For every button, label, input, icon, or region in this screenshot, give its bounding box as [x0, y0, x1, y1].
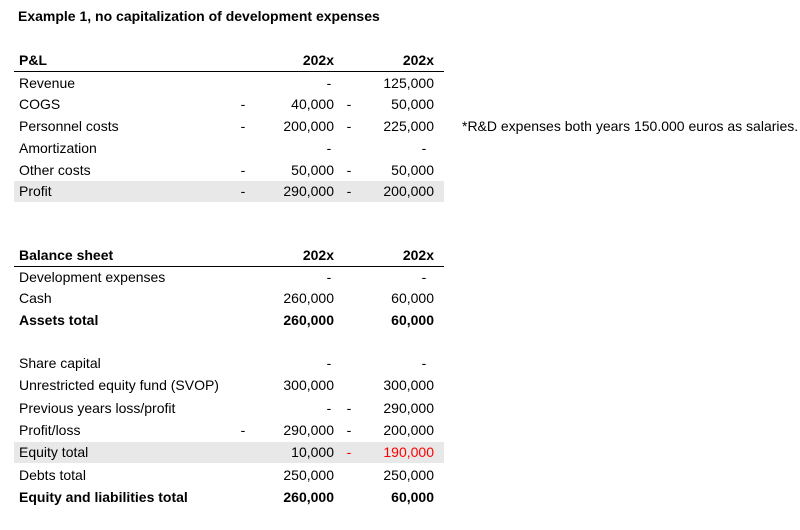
row-label: Amortization [19, 140, 97, 156]
row-value-col1: 260,000 [283, 290, 334, 306]
row-label: Previous years loss/profit [19, 400, 176, 416]
balance-row-previous-years: Previous years loss/profit - - 290,000 [14, 398, 444, 419]
balance-row-debts-total: Debts total 250,000 250,000 [14, 465, 444, 486]
row-value-col2: 200,000 [383, 183, 434, 199]
row-label: Equity and liabilities total [19, 489, 188, 505]
balance-header-col2: 202x [402, 247, 434, 263]
row-value-col2: 190,000 [383, 444, 434, 460]
row-label: Unrestricted equity fund (SVOP) [19, 377, 219, 393]
pl-row-profit: Profit - 290,000 - 200,000 [14, 181, 444, 202]
balance-row-equity-total: Equity total 10,000 - 190,000 [14, 442, 444, 463]
pl-row-personnel-costs: Personnel costs - 200,000 - 225,000 *R&D… [14, 116, 798, 137]
row-value-col1: 290,000 [283, 183, 334, 199]
row-value-col2: 60,000 [391, 290, 434, 306]
balance-header-label: Balance sheet [19, 247, 114, 263]
row-value-col1: - [326, 400, 332, 416]
row-value-col2: 300,000 [383, 377, 434, 393]
balance-header-row: Balance sheet 202x 202x [14, 245, 444, 267]
row-value-col2: 60,000 [391, 489, 434, 505]
row-label: Other costs [19, 162, 91, 178]
rd-expenses-note: *R&D expenses both years 150.000 euros a… [462, 118, 799, 134]
balance-row-svop: Unrestricted equity fund (SVOP) 300,000 … [14, 375, 444, 396]
pl-header-row: P&L 202x 202x [14, 50, 444, 72]
row-value-col1: - [326, 140, 332, 156]
row-value-col1: 50,000 [291, 162, 334, 178]
page-title: Example 1, no capitalization of developm… [18, 8, 380, 24]
row-sign-col1: - [240, 183, 246, 199]
row-label: COGS [19, 96, 61, 112]
row-value-col2: 60,000 [391, 312, 434, 328]
balance-header-col1: 202x [302, 247, 334, 263]
row-label: Revenue [19, 75, 76, 91]
row-value-col2: 250,000 [383, 467, 434, 483]
row-label: Equity total [19, 444, 89, 460]
row-label: Cash [19, 290, 52, 306]
row-value-col1: 290,000 [283, 422, 334, 438]
row-value-col1: - [326, 75, 332, 91]
row-value-col1: 260,000 [283, 489, 334, 505]
row-sign-col2: - [346, 118, 352, 134]
row-value-col2: 125,000 [383, 75, 434, 91]
pl-header-col2: 202x [402, 52, 434, 68]
balance-row-share-capital: Share capital - - [14, 353, 444, 374]
row-sign-col2: - [346, 400, 352, 416]
pl-header-label: P&L [19, 52, 47, 68]
row-sign-col1: - [240, 96, 246, 112]
balance-row-cash: Cash 260,000 60,000 [14, 288, 444, 309]
row-sign-col1: - [240, 422, 246, 438]
row-label: Share capital [19, 355, 101, 371]
balance-row-profit-loss: Profit/loss - 290,000 - 200,000 [14, 420, 444, 441]
balance-row-equity-liabilities-total: Equity and liabilities total 260,000 60,… [14, 487, 444, 508]
row-label: Personnel costs [19, 118, 119, 134]
row-sign-col2: - [346, 422, 352, 438]
row-value-col1: 260,000 [283, 312, 334, 328]
pl-row-amortization: Amortization - - [14, 138, 444, 159]
row-value-col1: - [326, 269, 332, 285]
row-value-col2: 50,000 [391, 96, 434, 112]
row-sign-col2: - [346, 162, 352, 178]
row-label: Debts total [19, 467, 86, 483]
row-value-col2: - [421, 355, 427, 371]
row-value-col1: 200,000 [283, 118, 334, 134]
row-value-col2: 50,000 [391, 162, 434, 178]
row-label: Profit [19, 183, 52, 199]
row-value-col2: 200,000 [383, 422, 434, 438]
pl-header-col1: 202x [302, 52, 334, 68]
balance-row-assets-total: Assets total 260,000 60,000 [14, 310, 444, 331]
row-value-col1: - [326, 355, 332, 371]
row-value-col1: 40,000 [291, 96, 334, 112]
row-sign-col1: - [240, 118, 246, 134]
row-value-col2: 290,000 [383, 400, 434, 416]
row-label: Assets total [19, 312, 99, 328]
row-sign-col2: - [346, 96, 352, 112]
row-value-col1: 10,000 [291, 444, 334, 460]
row-sign-col1: - [240, 162, 246, 178]
row-value-col2: - [421, 140, 427, 156]
row-label: Development expenses [19, 269, 166, 285]
balance-row-development-expenses: Development expenses - - [14, 267, 444, 288]
pl-row-cogs: COGS - 40,000 - 50,000 [14, 94, 444, 115]
row-value-col1: 300,000 [283, 377, 334, 393]
row-value-col2: 225,000 [383, 118, 434, 134]
row-sign-col2: - [346, 444, 352, 460]
pl-row-revenue: Revenue - 125,000 [14, 73, 444, 94]
row-value-col1: 250,000 [283, 467, 334, 483]
row-sign-col2: - [346, 183, 352, 199]
row-value-col2: - [421, 269, 427, 285]
row-label: Profit/loss [19, 422, 81, 438]
pl-row-other-costs: Other costs - 50,000 - 50,000 [14, 160, 444, 181]
